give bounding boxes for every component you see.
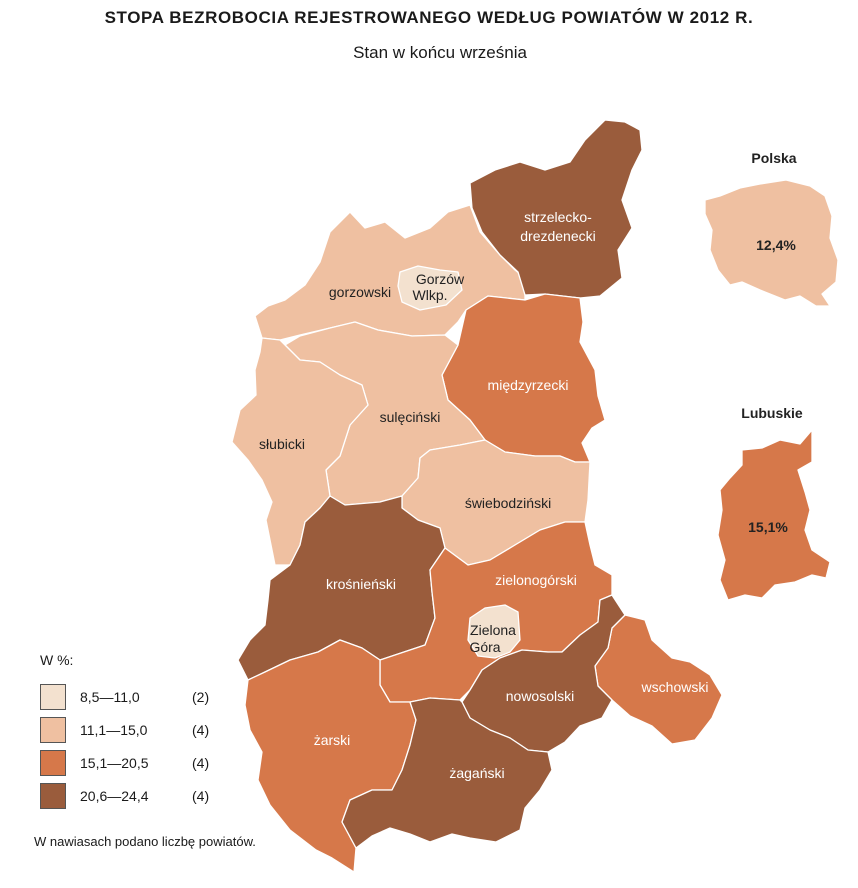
label-zielona-line1: Zielona [470,622,516,638]
legend-item: 20,6—24,4 (4) [40,779,222,812]
footnote: W nawiasach podano liczbę powiatów. [34,834,256,849]
legend: W %: 8,5—11,0 (2) 11,1—15,0 (4) 15,1—20,… [40,652,222,812]
label-zarski: żarski [314,732,351,748]
legend-title: W %: [40,652,74,668]
label-miedzyrzecki: międzyrzecki [488,377,569,393]
region-gorzowski[interactable] [254,204,526,341]
label-strzelecko-line2: drezdenecki [520,228,596,244]
region-gorzow-wlkp[interactable] [397,265,463,311]
legend-count: (2) [192,688,210,705]
label-krosnienski: krośnieński [326,576,396,592]
legend-range: 20,6—24,4 [80,787,149,804]
legend-count: (4) [192,754,210,771]
label-wschowski: wschowski [641,679,709,695]
label-zielona-line2: Góra [469,639,500,655]
legend-count: (4) [192,787,210,804]
legend-range: 8,5—11,0 [80,688,140,705]
inset-polska-shape [704,179,839,307]
label-zielonogorski: zielonogórski [495,572,577,588]
label-strzelecko-line1: strzelecko- [524,209,592,225]
legend-item: 15,1—20,5 (4) [40,746,222,779]
inset-lubuskie-shape [717,429,831,601]
legend-swatch [40,749,66,776]
map-title: STOPA BEZROBOCIA REJESTROWANEGO WEDŁUG P… [104,8,754,27]
inset-lubuskie-title: Lubuskie [741,405,803,421]
inset-polska-value: 12,4% [756,237,796,253]
legend-range: 15,1—20,5 [80,754,149,771]
map-subtitle: Stan w końcu września [353,43,527,62]
region-zaganski[interactable] [341,697,553,849]
label-slubicki: słubicki [259,436,305,452]
label-gorzow-line2: Wlkp. [413,287,448,303]
region-zielona-gora[interactable] [467,604,521,659]
legend-swatch [40,683,66,710]
label-sulecinski: sulęciński [380,409,441,425]
inset-lubuskie-value: 15,1% [748,519,788,535]
label-swiebodzinski: świebodziński [465,495,551,511]
inset-polska-title: Polska [751,150,796,166]
legend-count: (4) [192,721,210,738]
legend-swatch [40,782,66,809]
legend-item: 8,5—11,0 (2) [40,680,222,713]
region-strzelecko-drezdenecki[interactable] [469,119,643,299]
legend-swatch [40,716,66,743]
label-zaganski: żagański [449,765,504,781]
legend-item: 11,1—15,0 (4) [40,713,222,746]
label-gorzow-line1: Gorzów [416,271,465,287]
label-gorzowski: gorzowski [329,284,391,300]
label-nowosolski: nowosolski [506,688,574,704]
legend-range: 11,1—15,0 [80,721,148,738]
